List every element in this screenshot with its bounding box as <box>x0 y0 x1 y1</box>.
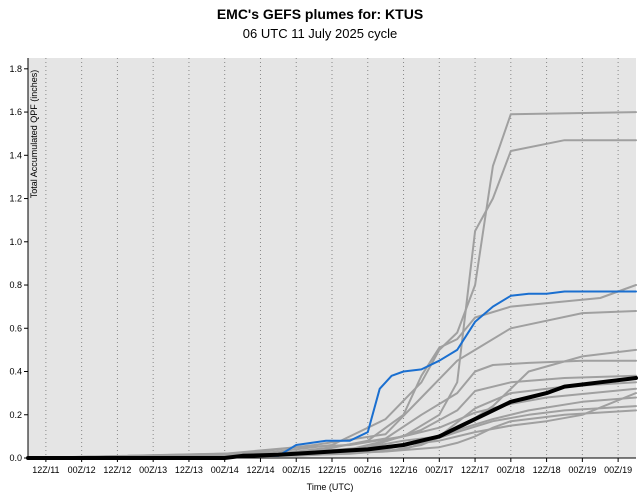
y-tick-label: 0.0 <box>9 453 22 463</box>
x-tick-label: 12Z/14 <box>246 465 274 475</box>
x-tick-label: 00Z/12 <box>68 465 96 475</box>
x-tick-label: 00Z/19 <box>568 465 596 475</box>
x-axis-label: Time (UTC) <box>307 482 354 492</box>
x-tick-label: 12Z/17 <box>461 465 489 475</box>
member-line <box>27 359 637 459</box>
axis-layer: 12Z/11 00Z/12 12Z/12 00Z/13 12Z/13 00Z/14 12Z/… <box>9 58 636 475</box>
y-tick-label: 1.0 <box>9 237 22 247</box>
member-line <box>27 310 637 459</box>
x-tick-label: 00Z/15 <box>282 465 310 475</box>
x-tick-label: 12Z/12 <box>103 465 131 475</box>
highlight-member-line <box>27 290 637 459</box>
y-axis-label: Total Accumulated QPF (inches) <box>29 70 39 199</box>
x-tick-label: 12Z/11 <box>32 465 59 475</box>
x-tick-label: 12Z/13 <box>175 465 203 475</box>
x-tick-label: 12Z/18 <box>533 465 561 475</box>
x-tick-label: 12Z/16 <box>390 465 418 475</box>
x-tick-label: 00Z/17 <box>425 465 453 475</box>
y-tick-label: 1.2 <box>9 194 22 204</box>
ensemble-mean-line <box>26 376 638 460</box>
member-line <box>27 284 637 459</box>
x-tick-label: 00Z/16 <box>354 465 382 475</box>
y-tick-label: 0.4 <box>9 367 22 377</box>
y-tick-label: 0.6 <box>9 323 22 333</box>
member-line <box>27 111 637 459</box>
x-tick-label: 00Z/19 <box>604 465 632 475</box>
chart-subtitle: 06 UTC 11 July 2025 cycle <box>242 26 398 41</box>
series-layer <box>26 111 638 460</box>
y-tick-label: 1.6 <box>9 107 22 117</box>
x-tick-label: 00Z/13 <box>139 465 167 475</box>
x-tick-label: 00Z/14 <box>211 465 239 475</box>
member-line <box>27 387 637 459</box>
x-tick-label: 00Z/18 <box>497 465 525 475</box>
y-tick-label: 1.8 <box>9 64 22 74</box>
x-tick-label: 12Z/15 <box>318 465 346 475</box>
chart-title: EMC's GEFS plumes for: KTUS <box>216 6 424 22</box>
grid-layer <box>45 58 619 458</box>
y-tick-label: 0.2 <box>9 410 22 420</box>
y-tick-label: 1.4 <box>9 150 22 160</box>
y-tick-label: 0.8 <box>9 280 22 290</box>
